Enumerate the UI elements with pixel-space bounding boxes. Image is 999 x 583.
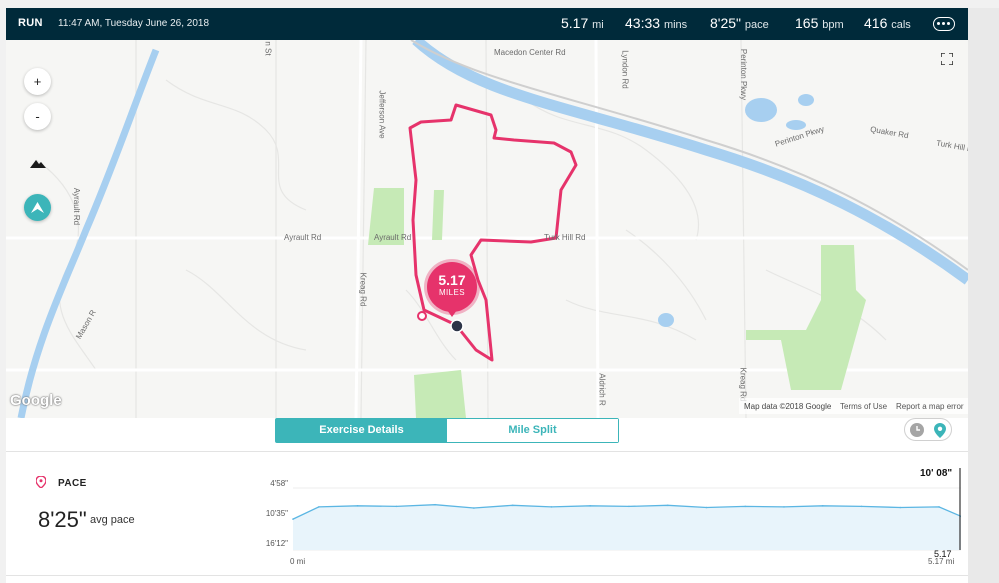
distance-pin-tip [447, 310, 457, 317]
x-tick-label: 0 mi [290, 557, 306, 566]
pace-area [293, 504, 961, 550]
fullscreen-icon[interactable] [941, 53, 953, 65]
section-divider [6, 575, 968, 576]
section-divider [6, 451, 968, 452]
road-label: Ayrault Rd [374, 233, 412, 242]
avg-pace-label: avg pace [90, 514, 135, 526]
y-tick-label: 4'58" [270, 479, 288, 488]
road-label: n St [263, 41, 273, 56]
pace-point [899, 506, 902, 509]
distance-stat: 5.17 mi [561, 15, 604, 31]
pace-point [356, 505, 359, 507]
pace-point [821, 505, 824, 507]
pace-chart[interactable] [261, 468, 961, 556]
y-tick-label: 10'35" [265, 509, 288, 518]
pace-stat: 8'25" pace [710, 15, 769, 31]
road-label: Turk Hill Rd [544, 233, 586, 242]
road-label: Perinton Pkwy [739, 48, 749, 101]
pace-point [666, 504, 669, 507]
attribution-bar [739, 398, 968, 414]
cursor-distance-value: 5.17 [934, 549, 952, 559]
road-label: Macedon Center Rd [494, 48, 566, 57]
pace-point [783, 506, 785, 508]
road-label: Kreag Rd [738, 367, 748, 402]
road-label: Lyndon Rd [620, 50, 630, 89]
pace-point [938, 506, 940, 508]
road-label: Aldrich R [597, 373, 607, 406]
road-label: Ayrault Rd [72, 187, 82, 226]
terms-link[interactable]: Terms of Use [840, 402, 888, 411]
road-label: Jefferson Ave [377, 90, 387, 139]
x-tick-label: 5.17 mi [928, 557, 955, 566]
pace-label: PACE [58, 478, 87, 489]
detail-tabs: Exercise Details Mile Split [275, 418, 619, 443]
pace-point [744, 505, 747, 508]
map-data-credit: Map data ©2018 Google [744, 402, 832, 411]
road-label: Ayrault Rd [284, 233, 322, 242]
route-marker-icon[interactable] [24, 194, 51, 221]
pace-point [589, 505, 591, 507]
distance-pin: 5.17 MILES [427, 262, 477, 312]
zoom-in-button[interactable]: + [24, 68, 51, 95]
report-error-link[interactable]: Report a map error [896, 402, 964, 411]
pace-point [292, 518, 294, 520]
view-toggle[interactable] [904, 418, 952, 441]
pace-point [473, 507, 475, 509]
google-logo: Google [10, 392, 62, 409]
avg-pace-value: 8'25" [38, 507, 87, 532]
activity-header: RUN 11:47 AM, Tuesday June 26, 2018 5.17… [6, 8, 968, 40]
clock-icon[interactable] [910, 423, 924, 437]
y-tick-label: 16'12" [265, 539, 288, 548]
road-label: Kreag Rd [358, 272, 368, 307]
pace-point [705, 506, 708, 509]
pace-point [628, 505, 630, 508]
duration-stat: 43:33 mins [625, 15, 688, 31]
mountain-icon[interactable] [24, 150, 51, 177]
tab-mile-split[interactable]: Mile Split [447, 419, 618, 442]
location-pin-icon[interactable] [934, 423, 946, 438]
location-pin-icon [36, 476, 46, 488]
pace-point [395, 505, 398, 508]
pace-point [860, 505, 863, 508]
ellipsis-icon[interactable] [933, 17, 955, 31]
map-tiles [6, 40, 968, 418]
pace-point [550, 506, 553, 508]
pace-point [318, 506, 320, 508]
scrollbar-track[interactable] [968, 8, 999, 583]
cursor-pace-value: 10' 08" [920, 468, 953, 479]
calories-stat: 416 cals [864, 15, 911, 31]
pace-point [434, 503, 436, 506]
route-map[interactable]: Macedon Center Rd Lyndon Rd Perinton Pkw… [6, 40, 968, 418]
exercise-panel: RUN 11:47 AM, Tuesday June 26, 2018 5.17… [6, 8, 968, 583]
activity-type: RUN [18, 17, 43, 29]
zoom-out-button[interactable]: - [24, 103, 51, 130]
activity-datetime: 11:47 AM, Tuesday June 26, 2018 [58, 18, 210, 29]
heart-rate-stat: 165 bpm [795, 15, 844, 31]
tab-exercise-details[interactable]: Exercise Details [276, 419, 447, 442]
pace-point [511, 504, 514, 507]
